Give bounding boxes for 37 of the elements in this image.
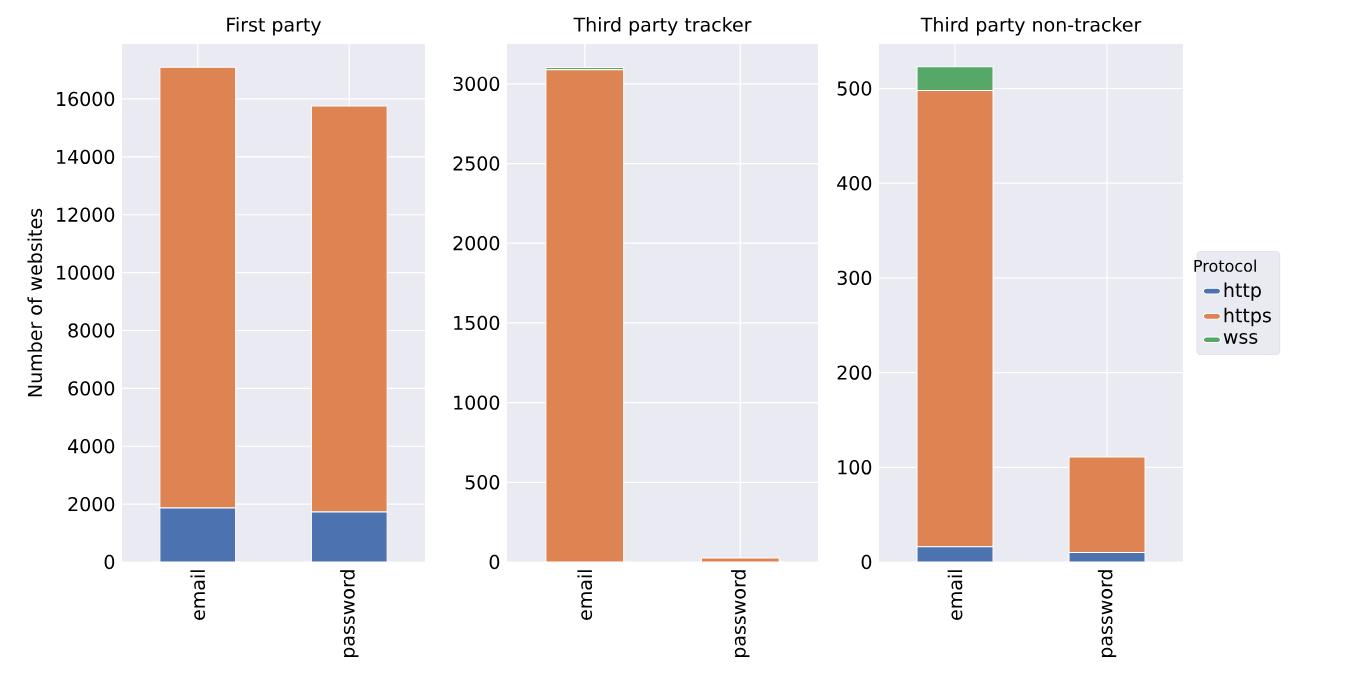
bar (916, 546, 994, 562)
y-tick-label: 2000 (68, 496, 115, 512)
y-tick-label: 400 (837, 176, 872, 191)
legend-label: http (1224, 282, 1261, 301)
y-tick-label: 8000 (68, 323, 115, 338)
x-tick-label: email (947, 570, 963, 620)
x-tick-label: email (577, 570, 593, 620)
x-tick-label: password (1097, 570, 1117, 658)
chart-title: Third party tracker (573, 17, 752, 36)
legend-label: wss (1223, 333, 1258, 344)
y-tick-label: 0 (861, 554, 872, 570)
y-tick-label: 14000 (57, 149, 115, 165)
x-tick-label: email (190, 570, 206, 620)
y-tick-label: 500 (837, 81, 872, 96)
x-tick-label: password (731, 570, 750, 658)
y-tick-label: 2500 (453, 156, 500, 171)
y-tick-label: 2000 (453, 236, 500, 251)
x-tick-label: password (340, 570, 359, 658)
y-tick-label: 16000 (57, 91, 115, 107)
y-tick-label: 12000 (57, 207, 115, 222)
y-tick-label: 500 (465, 475, 500, 490)
legend-label: https (1224, 307, 1271, 327)
y-tick-label: 0 (489, 554, 500, 570)
chart-title: First party (227, 17, 322, 36)
y-tick-label: 1500 (454, 315, 500, 331)
y-tick-label: 0 (104, 554, 115, 570)
y-tick-label: 200 (837, 365, 872, 380)
y-tick-label: 10000 (57, 265, 115, 280)
y-tick-label: 100 (838, 460, 872, 475)
legend-title: Protocol (1194, 259, 1256, 272)
y-axis-title: Number of websites (27, 208, 43, 397)
y-tick-label: 4000 (68, 439, 115, 454)
y-tick-label: 6000 (68, 381, 115, 396)
y-tick-label: 3000 (453, 76, 500, 92)
y-tick-label: 300 (837, 270, 872, 286)
chart-title: Third party non-tracker (920, 17, 1142, 36)
y-tick-label: 1000 (454, 395, 500, 410)
